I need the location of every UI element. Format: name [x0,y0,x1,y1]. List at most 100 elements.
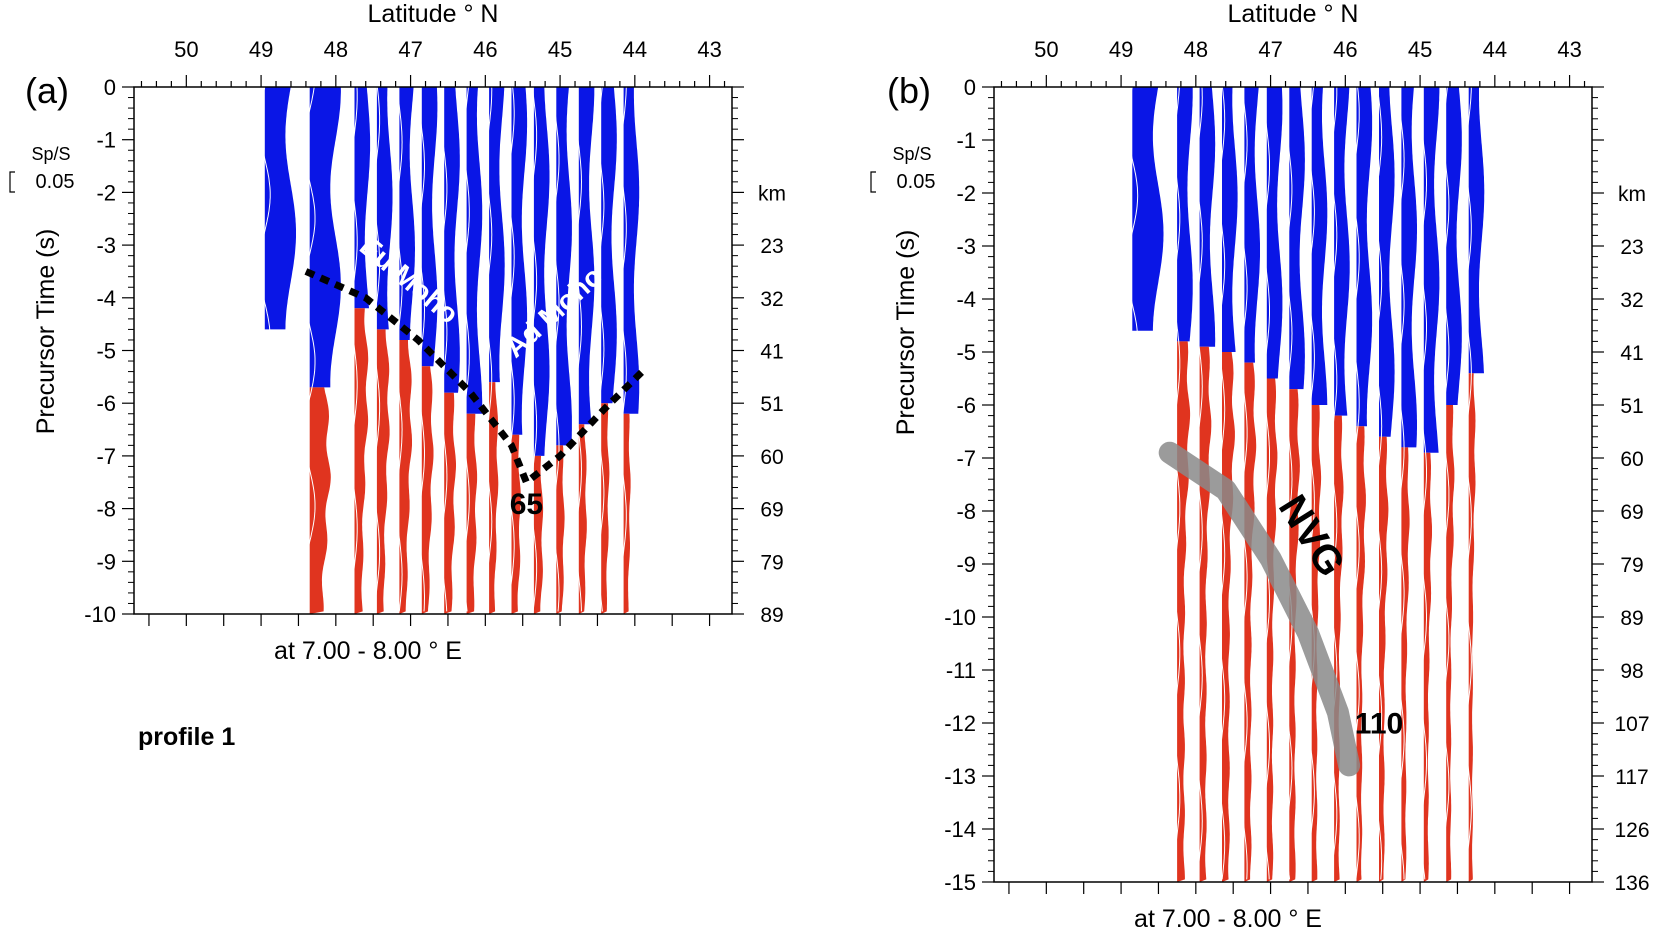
y-tick-label: -10 [84,602,116,627]
trace-negative [399,87,415,340]
panel-label: (b) [887,70,931,111]
y-tick-label: -3 [96,233,116,258]
plot-area [258,87,645,614]
y-tick-label: -2 [956,181,976,206]
y-tick-label: 0 [964,75,976,100]
y-tick-label: -9 [956,552,976,577]
trace-negative [421,87,438,367]
trace-negative [1177,87,1193,342]
annotation-label: 65 [510,488,543,521]
y-tick-label: -2 [96,180,116,205]
y-tick-label: -7 [956,446,976,471]
scale-bar [9,171,15,193]
km-tick-label: 60 [1620,448,1643,471]
trace-positive [1177,341,1191,882]
trace-wiggle [303,87,316,612]
y-tick-label: -9 [96,549,116,574]
trace-wiggle [1126,87,1139,880]
km-tick-label: 79 [760,551,783,574]
trace-wiggle [598,87,605,612]
y-tick-label: -8 [956,499,976,524]
trace-negative [1244,87,1260,363]
km-tick-label: 89 [760,604,783,627]
x-tick-label: 44 [623,37,647,62]
trace-wiggle [508,87,515,612]
km-tick-label: 117 [1615,766,1648,789]
km-tick-label: 79 [1620,554,1643,577]
x-tick-label: 49 [249,37,273,62]
km-tick-label: 126 [1614,819,1649,842]
trace-wiggle [373,87,381,612]
trace-negative [1132,87,1164,331]
moho-line [304,268,645,486]
km-tick-label: 51 [760,393,783,416]
trace-negative [1446,87,1462,405]
km-tick-label: 32 [760,288,783,311]
trace-negative [511,87,528,435]
trace-positive [376,329,390,614]
trace-negative [264,87,296,330]
chart-title: Latitude ° N [368,0,499,28]
y-tick-label: -15 [944,870,976,895]
plot-area [1126,87,1485,882]
trace-positive [489,382,499,614]
km-tick-label: 41 [1620,342,1643,365]
trace-negative [1468,87,1485,374]
x-tick-label: 43 [697,37,721,62]
trace-positive [1423,452,1432,882]
y-tick-label: -14 [944,817,976,842]
trace-wiggle [575,87,583,612]
x-tick-label: 45 [1408,37,1432,62]
trace-wiggle [620,87,627,612]
trace-wiggle [351,87,358,612]
km-tick-label: 41 [760,341,783,364]
x-tick-label: 46 [473,37,497,62]
trace-wiggle [553,87,560,612]
trace-positive [511,434,521,614]
trace-wiggle [258,87,271,612]
plot-frame [993,86,1593,883]
trace-wiggle [1398,87,1405,880]
trace-positive [601,403,610,614]
trace-wiggle [485,87,493,612]
x-tick-label: 50 [1034,37,1058,62]
y-tick-label: -4 [96,286,116,311]
trace-wiggle [1375,87,1383,880]
trace-wiggle [1173,87,1181,880]
trace-negative [601,87,617,404]
km-tick-label: 89 [1620,607,1643,630]
km-tick-label: 23 [760,235,783,258]
trace-wiggle [1286,87,1293,880]
y-tick-label: -5 [956,340,976,365]
km-tick-label: 23 [1620,236,1643,259]
km-tick-label: 69 [1620,501,1643,524]
x-tick-label: 45 [548,37,572,62]
km-axis-label: km [1618,183,1646,206]
trace-positive [1401,447,1410,882]
trace-positive [1468,373,1476,882]
trace-positive [399,340,412,614]
km-tick-label: 69 [760,499,783,522]
x-tick-label: 47 [1258,37,1282,62]
scale-label: Sp/S [31,144,70,164]
trace-negative [623,87,640,414]
km-tick-label: 98 [1620,660,1643,683]
x-tick-label: 44 [1483,37,1507,62]
y-tick-label: -8 [96,497,116,522]
trace-wiggle [530,87,538,612]
trace-wiggle [1241,87,1248,880]
trace-negative [1199,87,1216,347]
trace-negative [1423,87,1440,453]
x-tick-label: 46 [1333,37,1357,62]
y-tick-label: -3 [956,234,976,259]
y-tick-label: -11 [946,658,976,683]
trace-negative [1266,87,1283,379]
trace-negative [533,87,550,456]
nvg-band [1158,441,1361,777]
y-tick-label: -5 [96,339,116,364]
panel-a: 50 49 48 47 46 45 44 43 0 -1 -2 -3 -4 -5 -6 -7 -8 -9 -10 km… [9,0,786,665]
trace-positive [466,413,478,614]
km-tick-label: 51 [1620,395,1643,418]
trace-wiggle [1330,87,1338,880]
